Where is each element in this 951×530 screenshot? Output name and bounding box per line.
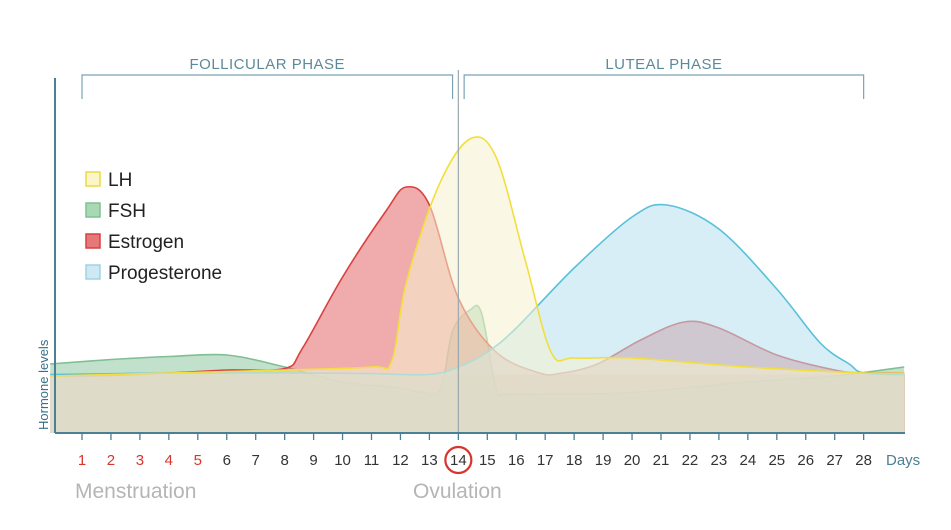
legend-label-estrogen: Estrogen (108, 232, 184, 253)
legend-label-fsh: FSH (108, 201, 146, 222)
x-tick-label: 2 (107, 452, 115, 469)
x-tick-label: 25 (768, 452, 785, 469)
x-tick-label: 10 (334, 452, 351, 469)
menstruation-label: Menstruation (75, 480, 196, 503)
ovulation-day-circle (444, 445, 473, 475)
legend-swatch-fsh (85, 202, 101, 218)
x-tick-label: 8 (280, 452, 288, 469)
chart-axes (54, 78, 905, 434)
legend-label-progesterone: Progesterone (108, 263, 222, 284)
x-tick-label: 7 (252, 452, 260, 469)
chart-areas (50, 136, 905, 433)
luteal-phase-bracket (463, 74, 865, 99)
x-tick-label: 28 (855, 452, 872, 469)
lh-line (50, 136, 905, 377)
legend-swatch-lh (85, 171, 101, 187)
x-tick-label: 24 (740, 452, 757, 469)
x-tick-label: 5 (194, 452, 202, 469)
x-tick-label: 1 (78, 452, 86, 469)
x-tick-label: 15 (479, 452, 496, 469)
x-tick-label: 11 (364, 452, 380, 469)
follicular-phase-bracket (81, 74, 454, 99)
ovulation-label: Ovulation (413, 480, 502, 503)
x-tick-label: 9 (309, 452, 317, 469)
x-tick-label: 18 (566, 452, 583, 469)
legend-swatch-progesterone (85, 264, 101, 280)
x-tick-label: 3 (136, 452, 144, 469)
luteal-phase-label: LUTEAL PHASE (605, 56, 722, 73)
x-tick-label: 26 (797, 452, 814, 469)
legend-label-lh: LH (108, 170, 132, 191)
lh-area (50, 136, 905, 433)
x-tick-label: 13 (421, 452, 438, 469)
x-axis-unit-label: Days (886, 452, 920, 469)
x-tick-label: 16 (508, 452, 525, 469)
follicular-phase-label: FOLLICULAR PHASE (190, 56, 346, 73)
legend: LH FSH Estrogen Progesterone (85, 170, 222, 284)
x-tick-label: 17 (537, 452, 554, 469)
x-tick-label: 22 (682, 452, 699, 469)
phase-brackets: FOLLICULAR PHASE LUTEAL PHASE (81, 56, 865, 99)
x-tick-label: 12 (392, 452, 409, 469)
x-tick-label: 19 (595, 452, 612, 469)
x-tick-label: 27 (826, 452, 843, 469)
x-tick-label: 6 (223, 452, 231, 469)
x-tick-label: 14 (450, 452, 467, 469)
x-tick-label: 21 (653, 452, 670, 469)
x-tick-label: 23 (711, 452, 728, 469)
x-tick-label: 4 (165, 452, 173, 469)
y-axis-label: Hormone levels (36, 339, 51, 430)
x-tick-label: 20 (624, 452, 641, 469)
legend-swatch-estrogen (85, 233, 101, 249)
x-axis-ticks: 1 2 3 4 5 6 7 8 9 10 11 12 13 14 15 16 17 18 19 20 21 22 23 24 2… (78, 433, 872, 475)
